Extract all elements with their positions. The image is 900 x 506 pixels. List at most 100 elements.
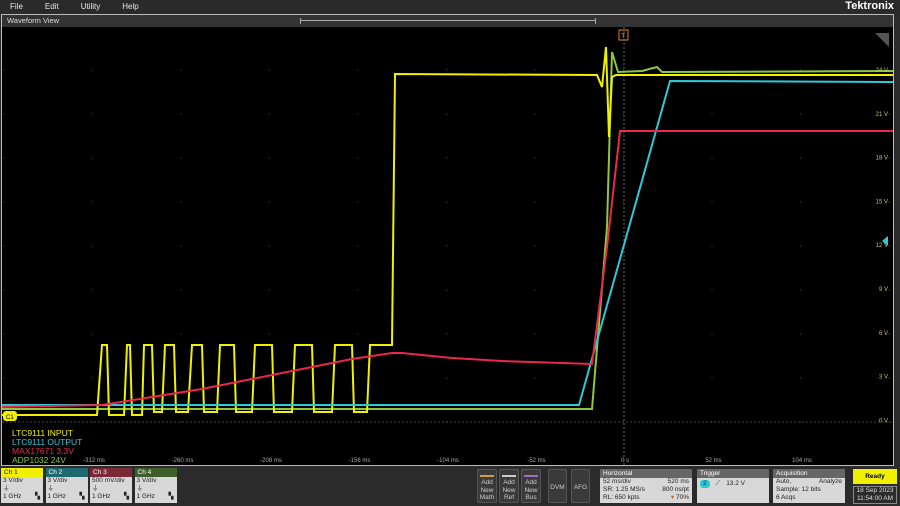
grid-dot [799,289,802,291]
grid-dot [357,113,359,115]
grid-dot [622,289,625,291]
horizontal-panel[interactable]: Horizontal 52 ms/div 520 ms SR: 1.25 MS/s… [600,469,692,503]
record-scrollbar[interactable] [300,18,596,24]
grid-dot [180,157,182,159]
grid-dot [3,201,5,203]
acq-mode: Auto, [776,478,792,485]
trigger-panel[interactable]: Trigger 2 ⟋ 13.2 V [697,469,769,503]
grid-dot [799,377,802,379]
grid-dot [888,201,890,203]
grid-dot [622,201,625,203]
add-new-math-button[interactable]: Add New Math [477,469,497,503]
grid-dot [91,113,94,115]
grid-dot [888,245,890,247]
trigger-marker-label: T [621,33,626,40]
acquisition-panel[interactable]: Acquisition Auto, Analyze Sample: 12 bits… [773,469,845,503]
grid-dot [91,69,94,71]
trigger-marker[interactable]: T [618,29,629,41]
channel-bandwidth: 1 GHz [92,493,111,500]
rising-edge-icon: ⟋ [715,480,721,487]
add-new-bus-button[interactable]: Add New Bus [521,469,541,503]
grid-dot [711,113,713,115]
grid-dot [534,377,536,379]
grid-dot [445,289,448,291]
dvm-button[interactable]: DVM [548,469,567,503]
channel-scale: 3 V/div [47,477,68,484]
grid-dot [445,157,448,159]
ch2-trace [2,79,893,406]
legend-entry: LTC9111 OUTPUT [12,437,83,447]
grid-dot [91,289,94,291]
waveform-legend: LTC9111 INPUT LTC9111 OUTPUT MAX17671 3.3V… [12,429,82,465]
y-tick-label: 12 V [876,243,888,249]
y-tick-label: 0 V [879,418,888,424]
grid-dot [711,69,713,71]
add-new-math-label: Add New Math [479,479,495,501]
waveform-view[interactable]: Waveform View 24 V 21 V 18 V 15 V 12 V 9 V 6 V… [1,14,894,466]
grid-dot [534,245,536,247]
trigger-source-badge: 2 [700,480,710,488]
grid-dot [534,69,536,71]
date-time: 18 Sep 2023 11:54:00 AM [853,486,897,504]
x-tick-label: -104 ms [437,458,459,464]
grid-dot [622,157,625,159]
grid-dot [357,245,359,247]
legend-entry: MAX17671 3.3V [12,446,74,456]
grid-dot [711,377,713,379]
waveform-plot[interactable]: 24 V 21 V 18 V 15 V 12 V 9 V 6 V 3 V 0 V -312 ms… [2,27,893,465]
x-tick-label: -156 ms [349,458,371,464]
grid-dot [3,289,5,291]
channel-scale: 500 mV/div [92,477,125,484]
grid-dot [357,289,359,291]
grid-dot [357,69,359,71]
menu-help[interactable]: Help [122,2,139,11]
channel-badge-3[interactable]: Ch 3 500 mV/div ⏚ 1 GHz ▚ [90,468,132,503]
time: 11:54:00 AM [856,495,894,502]
grid-dot [180,289,182,291]
channel-bandwidth: 1 GHz [47,493,66,500]
grid-dot [91,333,94,335]
grid-dot [180,69,182,71]
grid-dot [711,201,713,203]
graticule [3,69,890,423]
grid-dot [91,377,94,379]
grid-dot [357,333,359,335]
grid-dot [268,289,271,291]
sample-rate: SR: 1.25 MS/s [603,486,645,493]
channel-name: Ch 2 [45,468,88,477]
y-tick-label: 6 V [879,331,888,337]
x-tick-label: -312 ms [83,458,105,464]
grid-dot [3,69,5,71]
menu-utility[interactable]: Utility [80,2,101,11]
x-tick-label: -52 ms [527,458,545,464]
afg-button[interactable]: AFG [571,469,590,503]
grid-dot [91,201,94,203]
grid-dot [888,421,890,423]
trigger-level-arrow-icon[interactable] [882,236,888,246]
coupling-icon: ⏚ [92,485,99,492]
horizontal-position: 70% [675,494,689,501]
menu-file[interactable]: File [10,2,23,11]
grid-dot [799,69,802,71]
resolution: 800 ns/pt [662,486,689,493]
grid-dot [711,245,713,247]
zoom-corner-icon[interactable] [875,33,889,47]
ground-marker-c1[interactable]: C1 [3,411,17,421]
grid-dot [534,289,536,291]
run-status-ready[interactable]: Ready [853,469,897,484]
grid-dot [711,157,713,159]
grid-dot [534,333,536,335]
grid-dot [711,333,713,335]
grid-dot [888,157,890,159]
menu-edit[interactable]: Edit [44,2,59,11]
grid-dot [268,333,271,335]
channel-bandwidth: 1 GHz [3,493,22,500]
y-tick-label: 3 V [879,375,888,381]
grid-dot [622,377,625,379]
waveform-view-title: Waveform View [2,15,893,27]
grid-dot [445,113,448,115]
add-new-ref-button[interactable]: Add New Ref [499,469,519,503]
